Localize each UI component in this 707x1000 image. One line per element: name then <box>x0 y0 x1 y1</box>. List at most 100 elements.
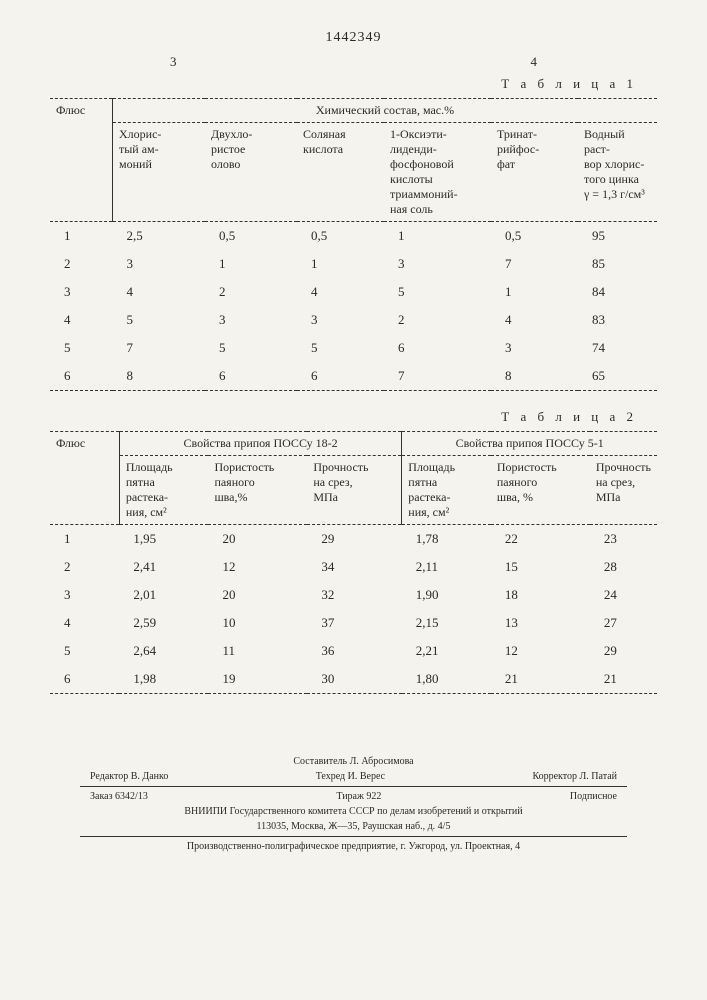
table-cell: 1,78 <box>402 525 491 554</box>
table-cell: 1,95 <box>119 525 208 554</box>
table-cell: 32 <box>307 581 401 609</box>
table-cell: 22 <box>491 525 590 554</box>
table-cell: 4 <box>491 306 578 334</box>
table-cell: 29 <box>307 525 401 554</box>
t2-col-flux: Флюс <box>50 432 119 525</box>
table-cell: 6 <box>50 362 113 391</box>
table-cell: 1 <box>297 250 384 278</box>
table-cell: 27 <box>590 609 657 637</box>
table1-caption: Т а б л и ц а 1 <box>50 76 657 92</box>
t1-h1: Двухло-ристоеолово <box>205 123 297 222</box>
table-cell: 8 <box>113 362 206 391</box>
table-cell: 0,5 <box>297 222 384 251</box>
table-cell: 1 <box>491 278 578 306</box>
table-cell: 83 <box>578 306 657 334</box>
t1-group-header: Химический состав, мас.% <box>113 99 658 123</box>
t1-h0: Хлорис-тый ам-моний <box>113 123 206 222</box>
footer-corrector: Корректор Л. Патай <box>532 769 617 784</box>
t2-h5: Прочностьна срез,МПа <box>590 456 657 525</box>
table-cell: 5 <box>50 334 113 362</box>
table-cell: 0,5 <box>491 222 578 251</box>
page-num-left: 3 <box>170 54 177 70</box>
table-cell: 85 <box>578 250 657 278</box>
t1-h2: Солянаякислота <box>297 123 384 222</box>
table-cell: 0,5 <box>205 222 297 251</box>
table-cell: 1,80 <box>402 665 491 694</box>
table-cell: 95 <box>578 222 657 251</box>
t2-h1: Пористостьпаяногошва,% <box>208 456 307 525</box>
footer-compiler: Составитель Л. Абросимова <box>50 754 657 769</box>
table-cell: 5 <box>297 334 384 362</box>
table-cell: 3 <box>50 278 113 306</box>
table-cell: 84 <box>578 278 657 306</box>
table-cell: 2,11 <box>402 553 491 581</box>
table-cell: 7 <box>491 250 578 278</box>
t2-h4: Пористостьпаяногошва, % <box>491 456 590 525</box>
t2-group-b: Свойства припоя ПОССу 5-1 <box>402 432 657 456</box>
footer-tirage: Тираж 922 <box>336 789 381 804</box>
page-num-right: 4 <box>531 54 538 70</box>
table-cell: 28 <box>590 553 657 581</box>
table-cell: 1,98 <box>119 665 208 694</box>
table-cell: 6 <box>205 362 297 391</box>
table-cell: 11 <box>208 637 307 665</box>
table-cell: 5 <box>205 334 297 362</box>
table-cell: 4 <box>297 278 384 306</box>
table-cell: 23 <box>590 525 657 554</box>
table-cell: 18 <box>491 581 590 609</box>
table-cell: 2,64 <box>119 637 208 665</box>
table-cell: 3 <box>491 334 578 362</box>
table-cell: 3 <box>384 250 491 278</box>
doc-number: 1442349 <box>50 30 657 46</box>
table-cell: 2 <box>205 278 297 306</box>
table-cell: 3 <box>297 306 384 334</box>
t2-h2: Прочностьна срез,МПа <box>307 456 401 525</box>
table-cell: 2,5 <box>113 222 206 251</box>
footer-org: ВНИИПИ Государственного комитета СССР по… <box>50 804 657 819</box>
t1-h4: Тринат-рийфос-фат <box>491 123 578 222</box>
footer-order: Заказ 6342/13 <box>90 789 148 804</box>
t1-col-flux: Флюс <box>50 99 113 222</box>
table-cell: 4 <box>113 278 206 306</box>
table-cell: 7 <box>113 334 206 362</box>
table-cell: 65 <box>578 362 657 391</box>
table-cell: 36 <box>307 637 401 665</box>
table-cell: 4 <box>50 609 119 637</box>
t2-h0: Площадьпятнарастека-ния, см² <box>119 456 208 525</box>
table-cell: 3 <box>113 250 206 278</box>
table-cell: 1,90 <box>402 581 491 609</box>
table-cell: 30 <box>307 665 401 694</box>
table-cell: 15 <box>491 553 590 581</box>
table-cell: 24 <box>590 581 657 609</box>
footer-print: Производственно-полиграфическое предприя… <box>50 839 657 854</box>
table-cell: 13 <box>491 609 590 637</box>
table-cell: 6 <box>50 665 119 694</box>
table-cell: 2,01 <box>119 581 208 609</box>
footer: Составитель Л. Абросимова Редактор В. Да… <box>50 754 657 854</box>
table-cell: 10 <box>208 609 307 637</box>
footer-addr: 113035, Москва, Ж—35, Раушская наб., д. … <box>50 819 657 834</box>
table-cell: 29 <box>590 637 657 665</box>
table-cell: 3 <box>205 306 297 334</box>
table-cell: 2,21 <box>402 637 491 665</box>
table-cell: 21 <box>491 665 590 694</box>
table-cell: 20 <box>208 525 307 554</box>
table-cell: 74 <box>578 334 657 362</box>
table-cell: 19 <box>208 665 307 694</box>
table-cell: 6 <box>384 334 491 362</box>
table-cell: 1 <box>50 222 113 251</box>
footer-techred: Техред И. Верес <box>316 769 385 784</box>
table-cell: 2 <box>50 250 113 278</box>
t1-h5: Водный раст-вор хлорис-того цинкаγ = 1,3… <box>578 123 657 222</box>
table-cell: 2 <box>384 306 491 334</box>
table-cell: 3 <box>50 581 119 609</box>
table2-caption: Т а б л и ц а 2 <box>50 409 657 425</box>
t2-group-a: Свойства припоя ПОССу 18-2 <box>119 432 401 456</box>
table-cell: 5 <box>384 278 491 306</box>
table-cell: 21 <box>590 665 657 694</box>
table-cell: 2,59 <box>119 609 208 637</box>
table-cell: 6 <box>297 362 384 391</box>
table-cell: 1 <box>384 222 491 251</box>
table-cell: 20 <box>208 581 307 609</box>
table2: Флюс Свойства припоя ПОССу 18-2 Свойства… <box>50 431 657 694</box>
